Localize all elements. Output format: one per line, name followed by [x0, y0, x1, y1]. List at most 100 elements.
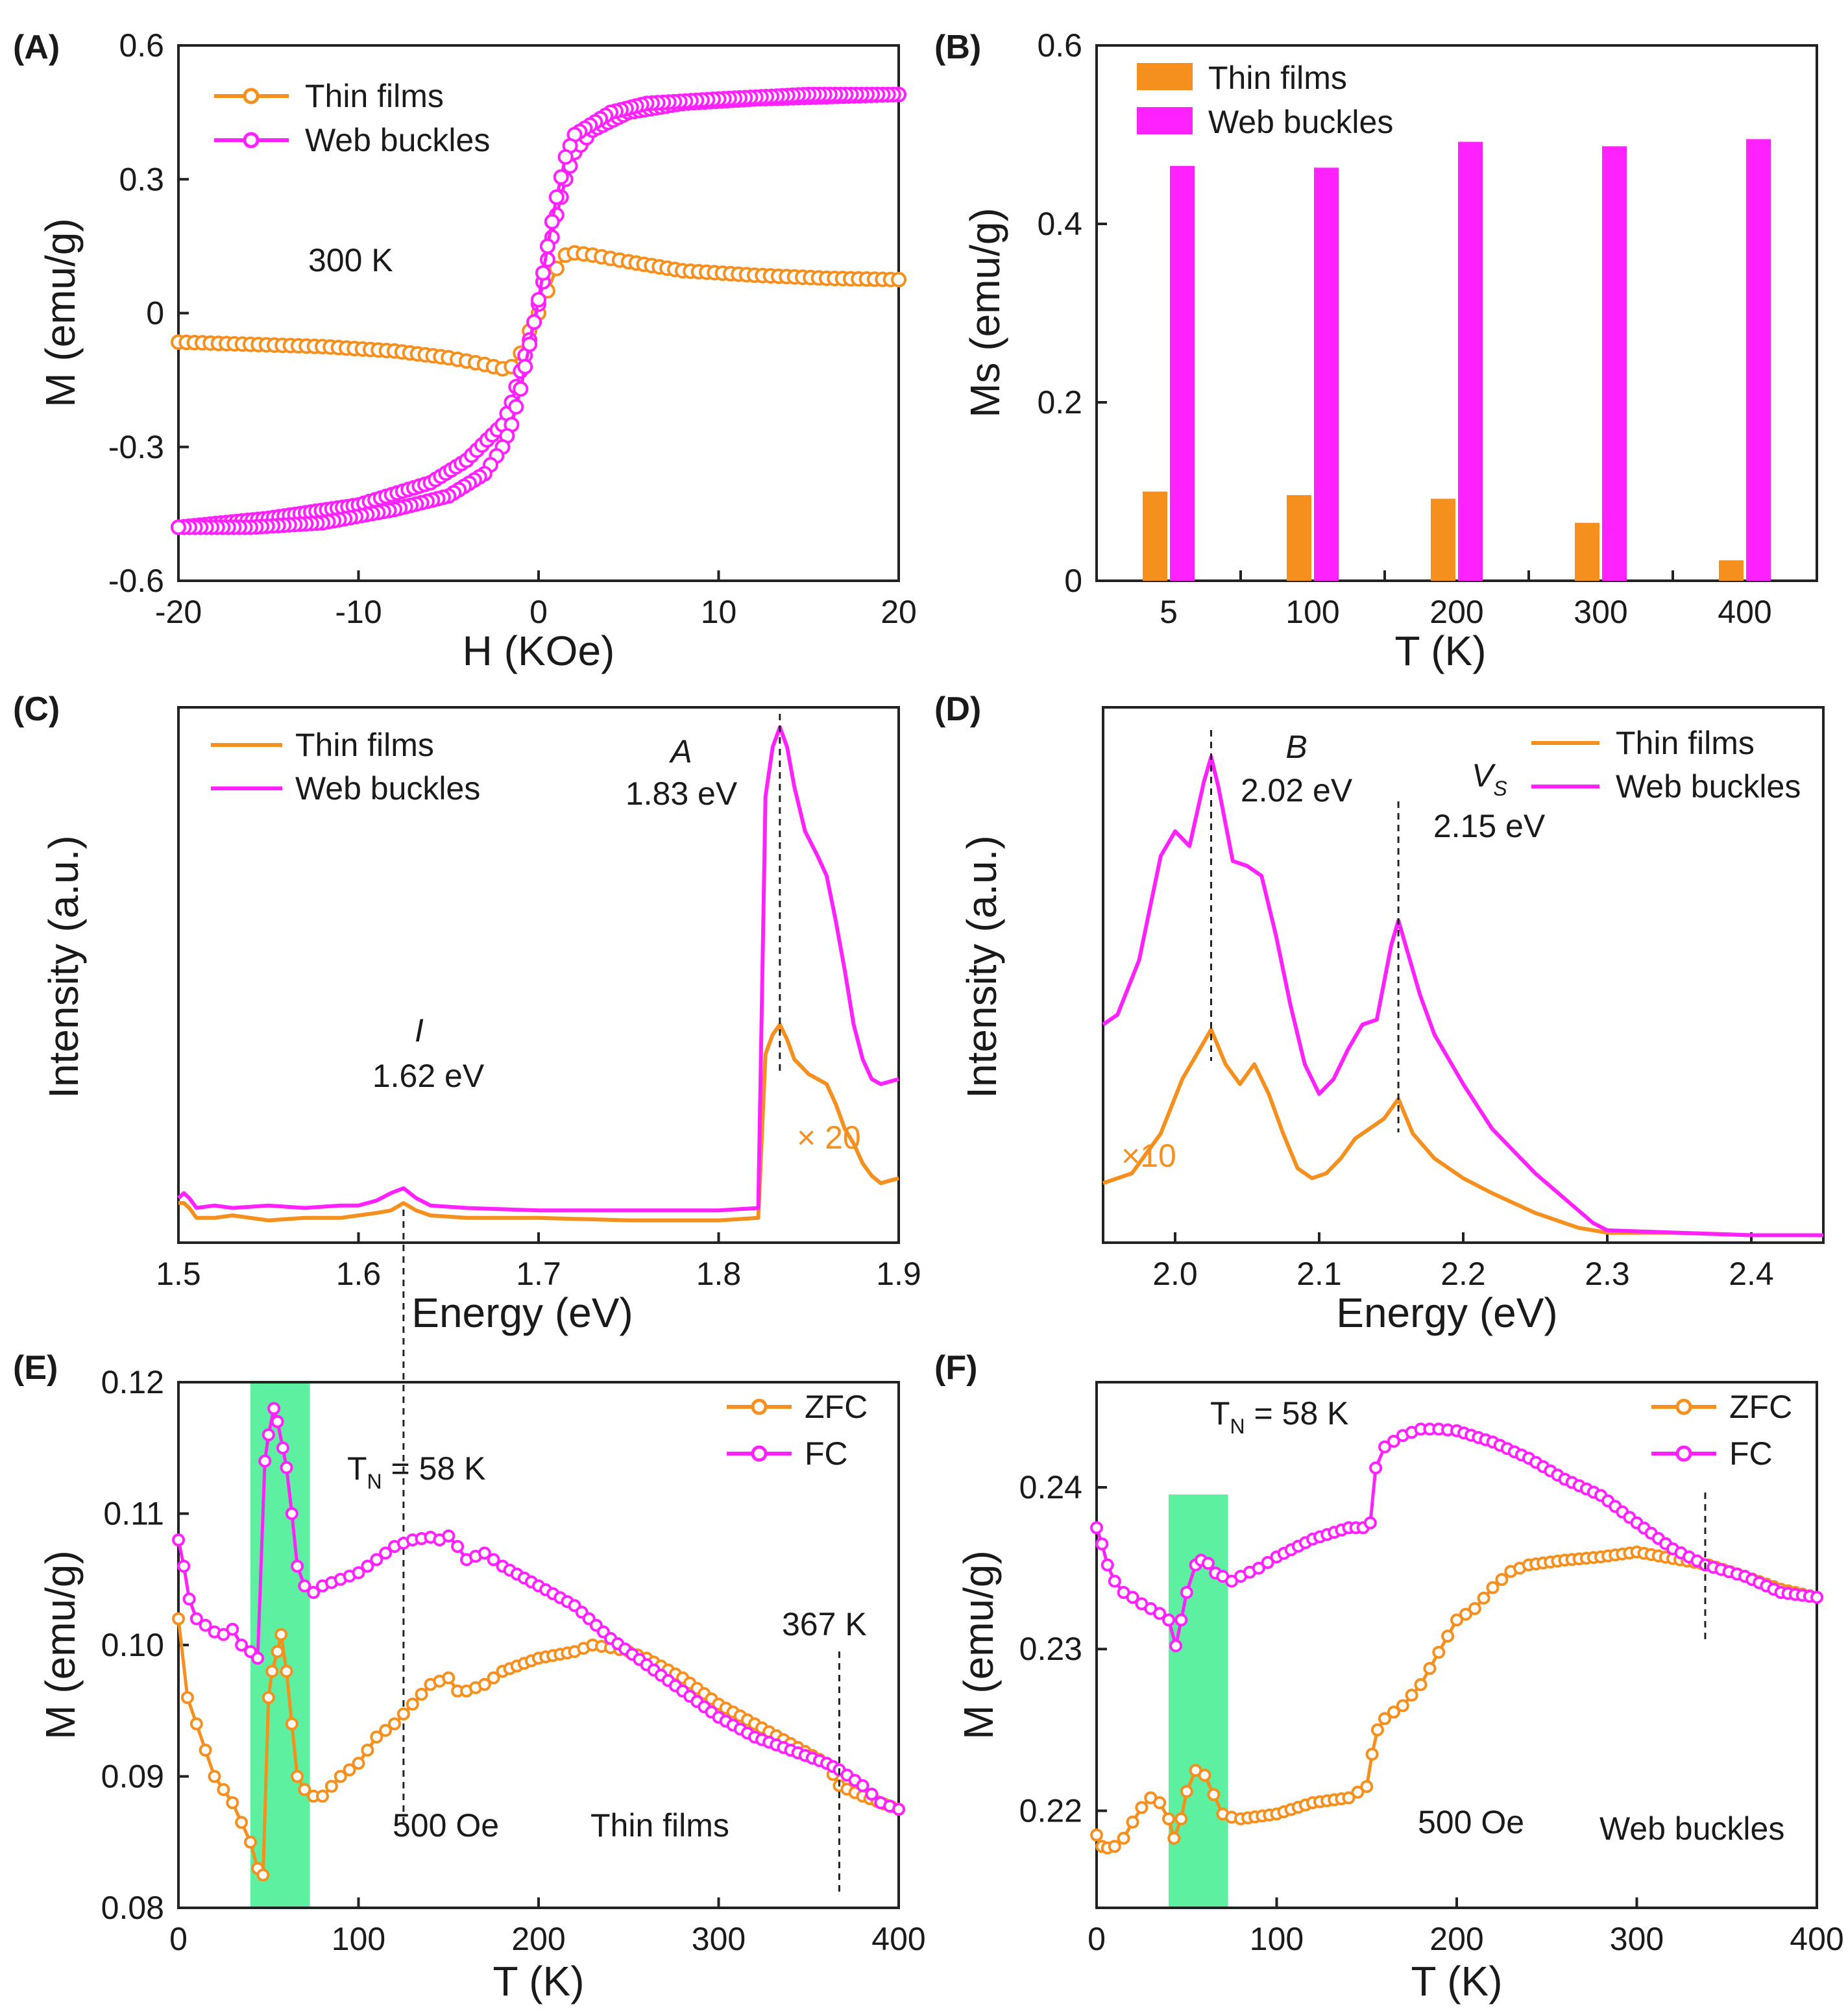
- data-point: [271, 1645, 284, 1659]
- panel-c-ylabel: Intensity (a.u.): [40, 835, 87, 1099]
- panel-c-legend: Thin films Web buckles: [211, 727, 480, 807]
- data-point: [1810, 1591, 1823, 1604]
- data-point: [1365, 1748, 1379, 1761]
- legend-fc-text: FC: [805, 1435, 848, 1472]
- x-tick-label: 1.8: [696, 1256, 742, 1292]
- data-point: [1387, 1705, 1400, 1719]
- bar-thin-films: [1431, 498, 1455, 581]
- data-point: [1450, 1613, 1463, 1627]
- data-point: [1174, 1812, 1188, 1825]
- data-point: [182, 1592, 196, 1606]
- data-point: [548, 189, 565, 205]
- data-point: [1174, 1613, 1188, 1627]
- panel-e-marks: [172, 1402, 905, 1892]
- data-point: [531, 291, 546, 308]
- data-point: [1090, 1828, 1103, 1842]
- panel-e-vline-label: 367 K: [782, 1606, 867, 1642]
- peak-i-value: 1.62 eV: [372, 1058, 485, 1094]
- peak-vs-letter: VS: [1472, 757, 1507, 800]
- y-tick-label: -0.6: [108, 563, 164, 599]
- panel-d-marks: [1102, 730, 1823, 1237]
- data-point: [267, 1402, 281, 1415]
- x-tick-label: 300: [1574, 594, 1627, 630]
- x-tick-label: 400: [1790, 1921, 1843, 1957]
- panel-a-marks: [171, 86, 906, 535]
- x-tick-label: 10: [701, 594, 737, 630]
- data-point: [265, 1664, 279, 1678]
- data-point: [235, 1816, 249, 1829]
- panel-f-tn-label: TN = 58 K: [1210, 1395, 1349, 1438]
- data-point: [361, 1744, 374, 1757]
- data-point: [1369, 1461, 1383, 1475]
- panel-d-ticks: 2.0 2.1 2.2 2.3 2.4: [1152, 1232, 1774, 1292]
- data-point: [1396, 1699, 1409, 1712]
- y-tick-label: 0.2: [1037, 384, 1082, 420]
- panel-c-ticks: 1.5 1.6 1.7 1.8 1.9: [156, 1232, 921, 1292]
- data-point: [199, 1744, 212, 1757]
- bar-thin-films: [1575, 522, 1599, 581]
- panel-b-marks: [1143, 139, 1771, 581]
- data-point: [316, 1789, 329, 1803]
- data-point: [442, 1671, 456, 1685]
- x-tick-label: 2.3: [1585, 1256, 1630, 1292]
- data-point: [1180, 1785, 1193, 1798]
- data-point: [1261, 1555, 1274, 1569]
- data-point: [1477, 1591, 1490, 1605]
- data-point: [1387, 1435, 1400, 1448]
- panel-f-legend: ZFC FC: [1651, 1389, 1792, 1472]
- data-point: [1198, 1768, 1211, 1782]
- panel-a: (A) H (KOe) M (emu/g) -20 -10 0 10 20 -0.6 -0.…: [13, 27, 917, 674]
- x-tick-label: 2.2: [1441, 1256, 1486, 1292]
- y-tick-label: 0.22: [1019, 1792, 1082, 1829]
- panel-d: (D) Energy (eV) Intensity (a.u.) 2.0 2.1 2…: [934, 690, 1825, 1336]
- data-point: [1162, 1613, 1175, 1627]
- legend-thin-marker: [243, 88, 260, 104]
- y-tick-label: 0.24: [1019, 1469, 1082, 1505]
- data-point: [1459, 1607, 1472, 1621]
- data-point: [324, 1779, 338, 1793]
- y-tick-label: 0.23: [1019, 1631, 1082, 1667]
- data-point: [244, 1835, 257, 1849]
- x-tick-label: 0: [529, 594, 548, 630]
- x-tick-label: 1.6: [336, 1256, 382, 1292]
- peak-i-letter: I: [415, 1012, 424, 1049]
- x-tick-label: 0: [1088, 1921, 1106, 1957]
- data-point: [415, 1687, 428, 1701]
- bar-web-buckles: [1602, 146, 1627, 581]
- x-tick-label: 0: [169, 1921, 188, 1957]
- data-point: [478, 1677, 491, 1691]
- panel-d-xlabel: Energy (eV): [1336, 1289, 1557, 1336]
- panel-f-marks: [1090, 1422, 1823, 1855]
- legend-thin-text: Thin films: [1616, 725, 1755, 761]
- data-point: [343, 1763, 356, 1777]
- legend-zfc-text: ZFC: [1729, 1389, 1792, 1425]
- data-point: [172, 1533, 185, 1546]
- data-point: [271, 1415, 284, 1428]
- bar-thin-films: [1719, 560, 1744, 581]
- panel-f-xlabel: T (K): [1411, 1958, 1502, 2005]
- panel-c-marks: [176, 714, 899, 1823]
- legend-fc-text: FC: [1729, 1435, 1773, 1472]
- x-tick-label: 2.1: [1296, 1256, 1342, 1292]
- legend-fc-marker: [1675, 1445, 1692, 1462]
- data-point: [1423, 1662, 1437, 1676]
- data-point: [1095, 1537, 1109, 1551]
- series-line: [1102, 755, 1823, 1237]
- data-point: [1468, 1602, 1481, 1615]
- data-point: [291, 1559, 304, 1573]
- data-point: [1486, 1581, 1500, 1594]
- data-point: [276, 1441, 289, 1455]
- data-point: [388, 1717, 401, 1731]
- data-point: [180, 1691, 194, 1704]
- data-point: [1414, 1678, 1428, 1692]
- x-tick-label: 200: [1429, 594, 1483, 630]
- data-point: [251, 1651, 265, 1665]
- peak-vs-value: 2.15 eV: [1433, 808, 1546, 844]
- data-point: [1363, 1516, 1377, 1530]
- data-point: [177, 1559, 191, 1573]
- panel-c: (C) Energy (eV) Intensity (a.u.) 1.5 1.6 1…: [13, 690, 921, 1823]
- data-point: [544, 213, 560, 230]
- data-point: [208, 1770, 221, 1783]
- data-point: [258, 1454, 272, 1468]
- x-tick-label: 400: [871, 1921, 925, 1957]
